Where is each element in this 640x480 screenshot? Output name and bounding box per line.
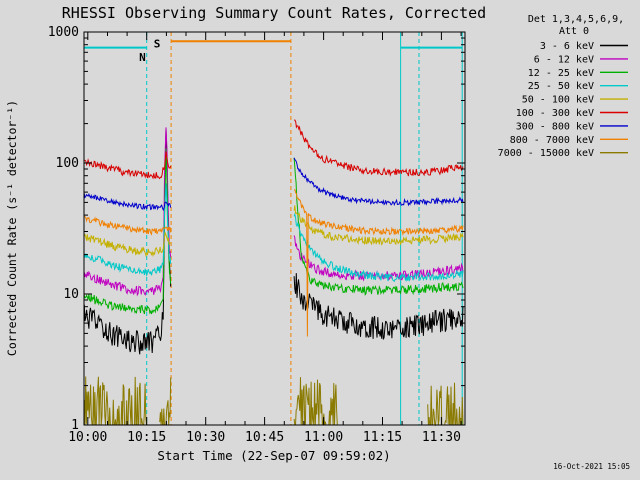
creation-timestamp: 16-Oct-2021 15:05 bbox=[553, 462, 630, 471]
series-7000-15000-kev bbox=[159, 377, 172, 426]
y-axis-title: Corrected Count Rate (s⁻¹ detector⁻¹) bbox=[5, 100, 19, 356]
legend-label: 3 - 6 keV bbox=[540, 41, 594, 52]
series-7000-15000-kev bbox=[83, 376, 148, 426]
series-7000-15000-kev bbox=[427, 382, 464, 427]
series-25-50-kev bbox=[83, 183, 172, 277]
series-12-25-kev bbox=[293, 157, 464, 296]
legend-label: 100 - 300 keV bbox=[516, 108, 594, 119]
x-axis-title: Start Time (22-Sep-07 09:59:02) bbox=[157, 448, 390, 463]
x-tick-label: 10:30 bbox=[186, 430, 225, 445]
legend-label: 50 - 100 keV bbox=[522, 95, 594, 106]
x-tick-label: 11:00 bbox=[304, 430, 343, 445]
series-3-6-kev bbox=[83, 128, 172, 355]
series-300-800-kev bbox=[293, 157, 464, 207]
legend-label: 12 - 25 keV bbox=[528, 68, 594, 79]
flag-s: S bbox=[154, 38, 161, 51]
series-800-7000-kev bbox=[293, 189, 464, 337]
x-tick-label: 11:30 bbox=[422, 430, 461, 445]
legend-label: 6 - 12 keV bbox=[534, 54, 594, 65]
series-7000-15000-kev bbox=[293, 377, 338, 426]
legend-label: 7000 - 15000 keV bbox=[498, 148, 594, 159]
series-12-25-kev bbox=[83, 148, 172, 315]
x-tick-label: 11:15 bbox=[363, 430, 402, 445]
y-tick-label: 1000 bbox=[48, 25, 79, 40]
x-tick-label: 10:15 bbox=[127, 430, 166, 445]
x-tick-label: 10:45 bbox=[245, 430, 284, 445]
y-tick-label: 1 bbox=[71, 418, 79, 433]
plot-frame bbox=[83, 31, 466, 426]
x-tick-label: 10:00 bbox=[68, 430, 107, 445]
series-50-100-kev bbox=[83, 232, 171, 258]
series-25-50-kev bbox=[293, 212, 464, 283]
series-300-800-kev bbox=[83, 192, 172, 212]
legend-entries: 3 - 6 keV 6 - 12 keV 12 - 25 keV 25 - 50 ke… bbox=[498, 41, 628, 159]
y-tick-label: 10 bbox=[63, 287, 79, 302]
legend-detectors-label: Det 1,3,4,5,6,9, bbox=[528, 14, 624, 25]
series-100-300-kev bbox=[84, 151, 172, 180]
flag-labels: SN bbox=[139, 38, 160, 65]
axis-ticks bbox=[84, 31, 465, 426]
series-3-6-kev bbox=[293, 273, 464, 340]
legend-label: 25 - 50 keV bbox=[528, 81, 594, 92]
y-tick-label: 100 bbox=[56, 156, 79, 171]
series-50-100-kev bbox=[293, 205, 464, 246]
plot-area: 10:00 10:15 10:30 10:45 11:00 11:15 11:30 1 10 10… bbox=[48, 25, 466, 445]
legend-attenuator-label: Att 0 bbox=[559, 26, 589, 37]
series-6-12-kev bbox=[83, 127, 172, 297]
series-100-300-kev bbox=[294, 119, 464, 177]
legend-label: 300 - 800 keV bbox=[516, 121, 594, 132]
flag-n: N bbox=[139, 51, 146, 64]
series-800-7000-kev bbox=[84, 215, 172, 236]
legend-label: 800 - 7000 keV bbox=[510, 135, 594, 146]
chart-title: RHESSI Observing Summary Count Rates, Co… bbox=[62, 4, 486, 22]
